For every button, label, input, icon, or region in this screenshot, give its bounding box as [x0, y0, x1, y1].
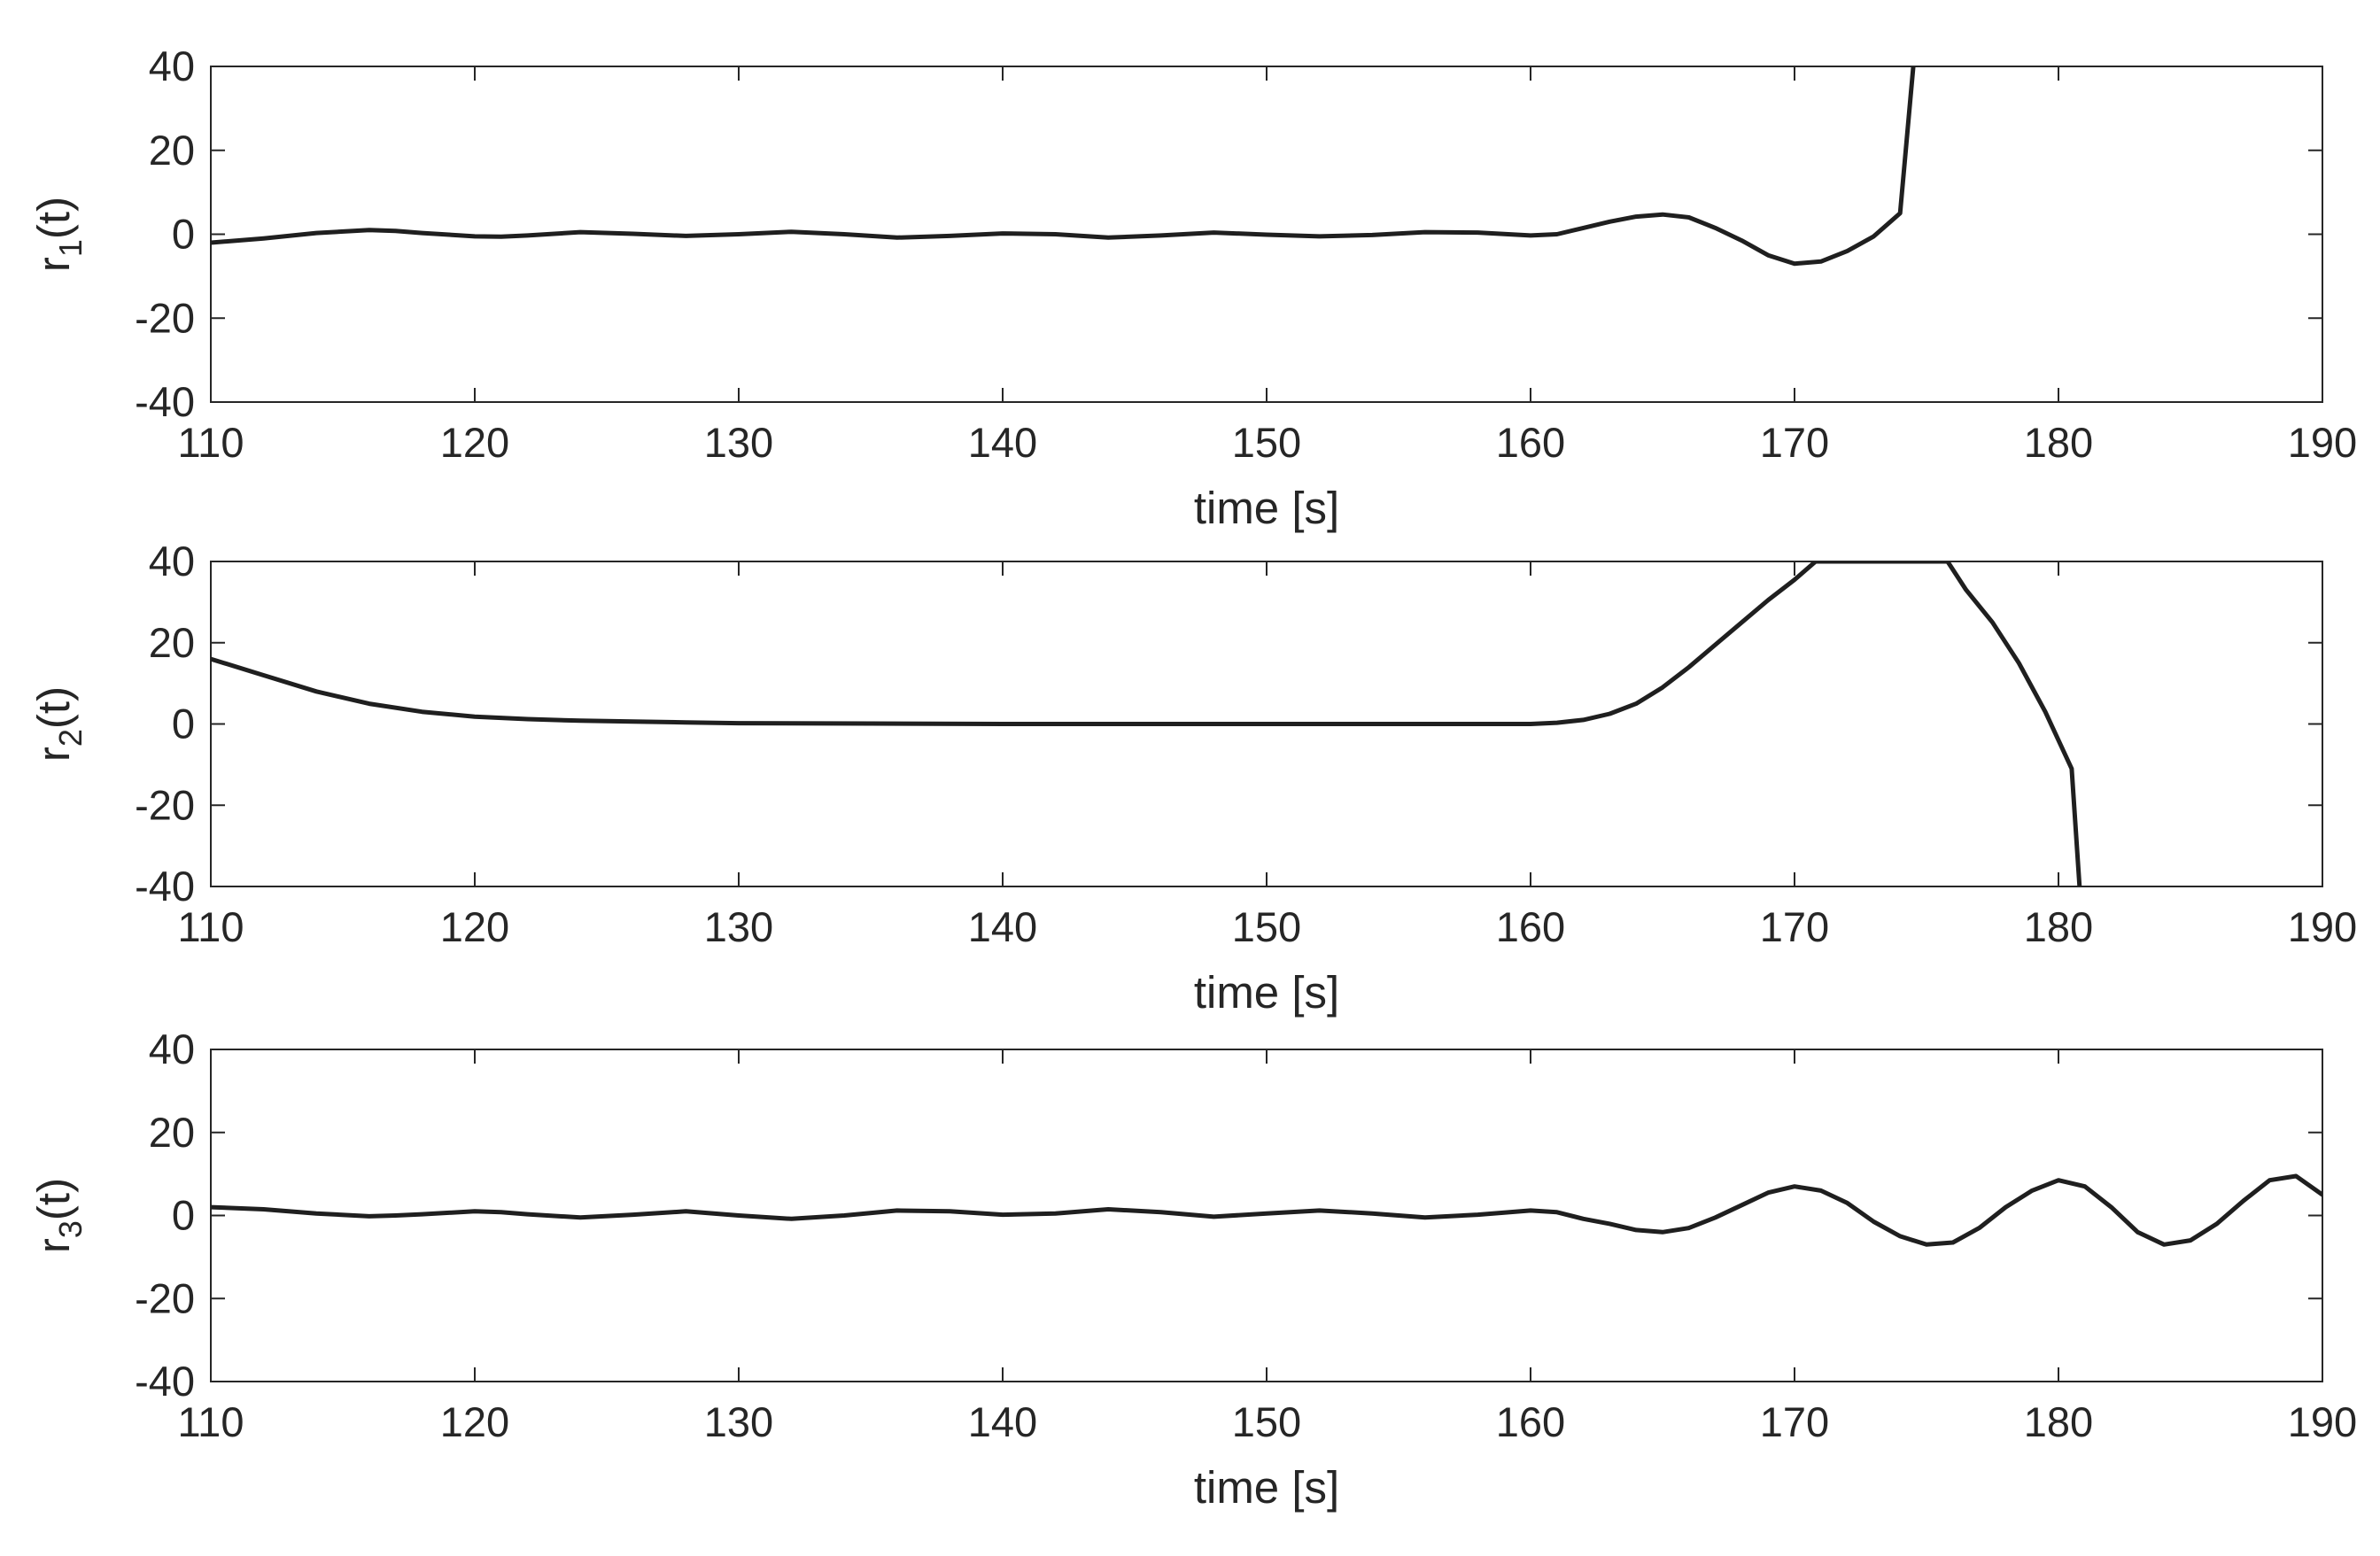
y-tick-label: 0	[172, 211, 195, 258]
y-axis-title-suffix: (t)	[28, 686, 79, 729]
y-axis: 40 20 0 -20 -40	[135, 538, 2322, 910]
y-tick-label: -20	[135, 1274, 195, 1321]
y-axis: 40 20 0 -20 -40	[135, 1026, 2322, 1405]
series-line-r3t	[211, 1173, 2322, 1247]
y-axis-title-base: r	[28, 747, 79, 762]
x-tick-label: 110	[178, 1398, 244, 1445]
x-axis-title: time [s]	[1194, 483, 1339, 533]
x-tick-label: 180	[2024, 1398, 2093, 1445]
y-tick-label: 40	[149, 1026, 195, 1072]
y-tick-label: 0	[172, 701, 195, 747]
x-axis-title: time [s]	[1194, 1462, 1339, 1513]
y-tick-label: 20	[149, 127, 195, 174]
x-tick-label: 150	[1232, 419, 1301, 466]
y-axis-title: r3(t)	[28, 1178, 89, 1253]
y-axis-title: r2(t)	[28, 686, 89, 762]
x-tick-label: 160	[1496, 903, 1565, 950]
x-tick-label: 140	[968, 419, 1037, 466]
x-tick-label: 190	[2288, 419, 2357, 466]
x-axis: 110 120 130 140 150 160 170 180 190	[178, 1049, 2357, 1445]
x-axis: 110 120 130 140 150 160 170 180 190	[178, 561, 2357, 950]
x-tick-label: 120	[440, 1398, 509, 1445]
y-tick-label: 0	[172, 1192, 195, 1239]
y-axis-title-subscript: 1	[52, 239, 89, 257]
series-line-r2t	[211, 561, 2082, 886]
x-tick-label: 140	[968, 903, 1037, 950]
y-axis-title-base: r	[28, 257, 79, 272]
y-tick-label: 40	[149, 43, 195, 89]
y-axis-title-suffix: (t)	[28, 197, 79, 239]
y-tick-label: -20	[135, 294, 195, 341]
x-tick-label: 110	[178, 419, 244, 466]
y-axis-title-subscript: 3	[52, 1220, 89, 1238]
x-tick-label: 190	[2288, 903, 2357, 950]
x-tick-label: 180	[2024, 419, 2093, 466]
x-tick-label: 120	[440, 419, 509, 466]
series-r1	[211, 66, 1916, 267]
x-tick-label: 160	[1496, 1398, 1565, 1445]
x-axis: 110 120 130 140 150 160 170 180 190	[178, 66, 2357, 466]
y-tick-label: -40	[135, 378, 195, 425]
x-tick-label: 190	[2288, 1398, 2357, 1445]
x-axis-title: time [s]	[1194, 967, 1339, 1018]
y-tick-label: -40	[135, 1358, 195, 1405]
y-tick-label: -40	[135, 863, 195, 910]
x-tick-label: 170	[1760, 419, 1829, 466]
x-tick-label: 170	[1760, 903, 1829, 950]
series-r3	[211, 1173, 2322, 1247]
x-tick-label: 130	[704, 903, 773, 950]
x-tick-label: 130	[704, 419, 773, 466]
y-axis-title-base: r	[28, 1238, 79, 1253]
y-axis: 40 20 0 -20 -40	[135, 43, 2322, 425]
x-tick-label: 140	[968, 1398, 1037, 1445]
y-tick-label: -20	[135, 781, 195, 828]
y-axis-title-subscript: 2	[52, 729, 89, 747]
y-tick-label: 40	[149, 538, 195, 584]
x-tick-label: 180	[2024, 903, 2093, 950]
x-tick-label: 120	[440, 903, 509, 950]
x-tick-label: 160	[1496, 419, 1565, 466]
series-line-r1t	[211, 66, 1916, 267]
x-tick-label: 150	[1232, 1398, 1301, 1445]
y-tick-label: 20	[149, 619, 195, 666]
y-axis-title: r1(t)	[28, 197, 89, 272]
series-r2	[211, 561, 2082, 886]
x-tick-label: 130	[704, 1398, 773, 1445]
y-tick-label: 20	[149, 1109, 195, 1156]
x-tick-label: 110	[178, 903, 244, 950]
x-tick-label: 170	[1760, 1398, 1829, 1445]
x-tick-label: 150	[1232, 903, 1301, 950]
y-axis-title-suffix: (t)	[28, 1178, 79, 1220]
